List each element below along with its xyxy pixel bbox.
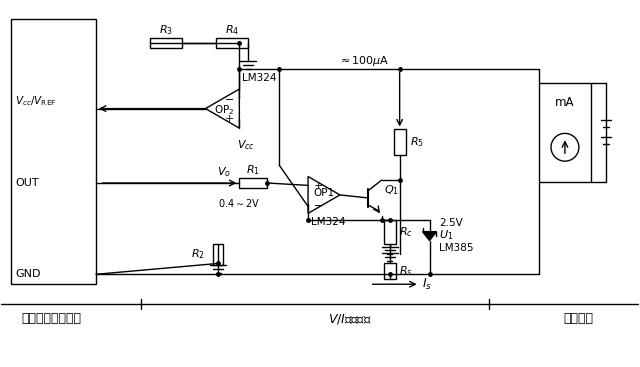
Text: $R_2$: $R_2$: [191, 248, 205, 261]
Text: $R_4$: $R_4$: [225, 23, 239, 37]
Text: $R_3$: $R_3$: [159, 23, 173, 37]
Text: 2.5V: 2.5V: [440, 218, 463, 228]
Bar: [539, 83, 591, 182]
Polygon shape: [422, 232, 436, 240]
Text: 信号传输: 信号传输: [564, 312, 594, 326]
Text: LM324: LM324: [311, 217, 346, 227]
Text: $\mathrm{OP}_2$: $\mathrm{OP}_2$: [214, 103, 234, 117]
Text: GND: GND: [15, 269, 41, 279]
Text: OP1: OP1: [314, 188, 335, 198]
Bar: [384, 264, 396, 279]
Bar: [239, 178, 268, 188]
Bar: [384, 220, 396, 244]
Text: $I_s$: $I_s$: [422, 277, 431, 292]
Bar: [394, 130, 406, 155]
Text: $V_{cc}$: $V_{cc}$: [237, 138, 255, 152]
Text: $+$: $+$: [313, 180, 323, 191]
Text: $-$: $-$: [224, 94, 234, 103]
Text: $R_1$: $R_1$: [246, 163, 260, 177]
Text: $V_o$: $V_o$: [218, 165, 232, 179]
Text: $U_1$: $U_1$: [440, 228, 454, 241]
Text: $R_s$: $R_s$: [399, 265, 412, 278]
Text: $Q_1$: $Q_1$: [384, 183, 399, 197]
Bar: [216, 38, 248, 48]
Text: $V/I$转化电路: $V/I$转化电路: [328, 312, 372, 326]
Text: $\approx$100$\mu$A: $\approx$100$\mu$A: [338, 54, 390, 68]
Text: LM385: LM385: [440, 243, 474, 252]
Text: $-$: $-$: [313, 199, 323, 210]
Text: $R_5$: $R_5$: [410, 135, 424, 149]
Bar: [150, 38, 182, 48]
Text: $0.4{\sim}2\mathrm{V}$: $0.4{\sim}2\mathrm{V}$: [218, 197, 260, 209]
Text: mA: mA: [555, 96, 575, 109]
Text: $R_c$: $R_c$: [399, 225, 413, 239]
Text: $V_{cc}/V_{\mathrm{REF}}$: $V_{cc}/V_{\mathrm{REF}}$: [15, 94, 57, 108]
Text: 传感器和调制电路: 传感器和调制电路: [21, 312, 81, 326]
Text: OUT: OUT: [15, 178, 39, 188]
Text: $+$: $+$: [224, 113, 234, 124]
Bar: [214, 244, 223, 265]
Text: LM324: LM324: [243, 73, 277, 83]
Bar: [12, 19, 96, 284]
